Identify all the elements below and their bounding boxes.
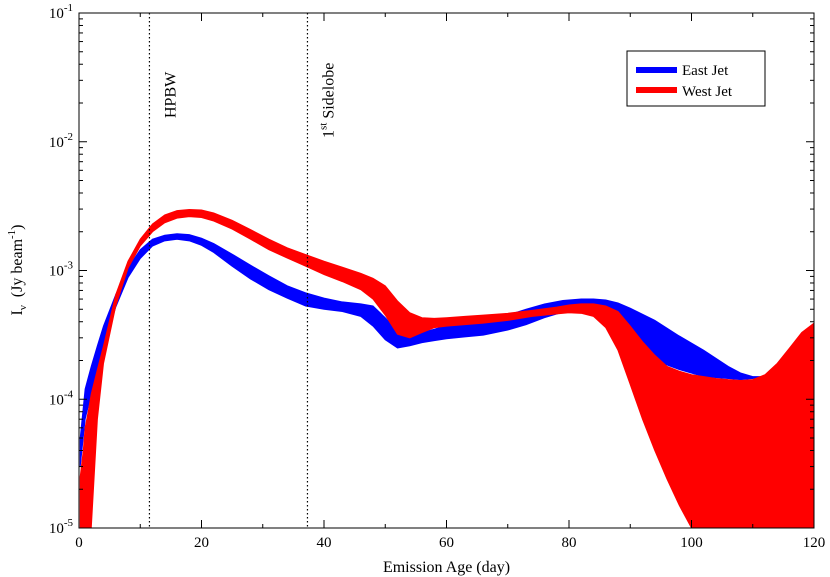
- x-tick-label: 80: [562, 535, 577, 551]
- x-tick-label: 0: [75, 535, 83, 551]
- legend-label-west-jet: West Jet: [682, 84, 733, 100]
- x-axis-label: Emission Age (day): [383, 559, 510, 576]
- y-axis-label-exp: -1: [6, 230, 18, 239]
- series-band-west-jet: [79, 208, 814, 528]
- y-tick-label: 10-5: [49, 517, 74, 537]
- x-tick-label: 60: [439, 535, 454, 551]
- y-tick-label: 10-2: [49, 131, 73, 151]
- y-axis-label-unit: (Jy beam: [9, 238, 26, 297]
- y-axis-label-main: I: [9, 310, 26, 315]
- y-tick-label: 10-1: [49, 2, 73, 22]
- svg-text:Iν(Jy beam-1): Iν (Jy beam-1): [6, 224, 29, 315]
- legend: East Jet West Jet: [626, 50, 766, 107]
- x-tick-label: 120: [803, 535, 826, 551]
- vline-label-0: HPBW: [162, 71, 179, 118]
- y-axis-label-close: ): [9, 224, 26, 229]
- vline-label-1: 1st Sidelobe: [317, 63, 337, 138]
- legend-box: [626, 50, 766, 107]
- y-tick-label: 10-4: [49, 388, 74, 408]
- series-layer: [79, 208, 814, 528]
- vline-layer: HPBW 1st Sidelobe: [148, 13, 337, 528]
- legend-label-east-jet: East Jet: [682, 63, 729, 79]
- x-tick-label: 100: [680, 535, 703, 551]
- tick-layer: 0 20 40 60 80 100 120 10-5 10-4 10-3 10-2 10-1: [49, 2, 825, 551]
- x-tick-label: 20: [194, 535, 209, 551]
- y-axis-label: Iν (Jy beam-1): [6, 224, 29, 315]
- y-axis-label-sub: ν: [17, 305, 29, 310]
- x-tick-label: 40: [317, 535, 332, 551]
- y-tick-label: 10-3: [49, 260, 74, 280]
